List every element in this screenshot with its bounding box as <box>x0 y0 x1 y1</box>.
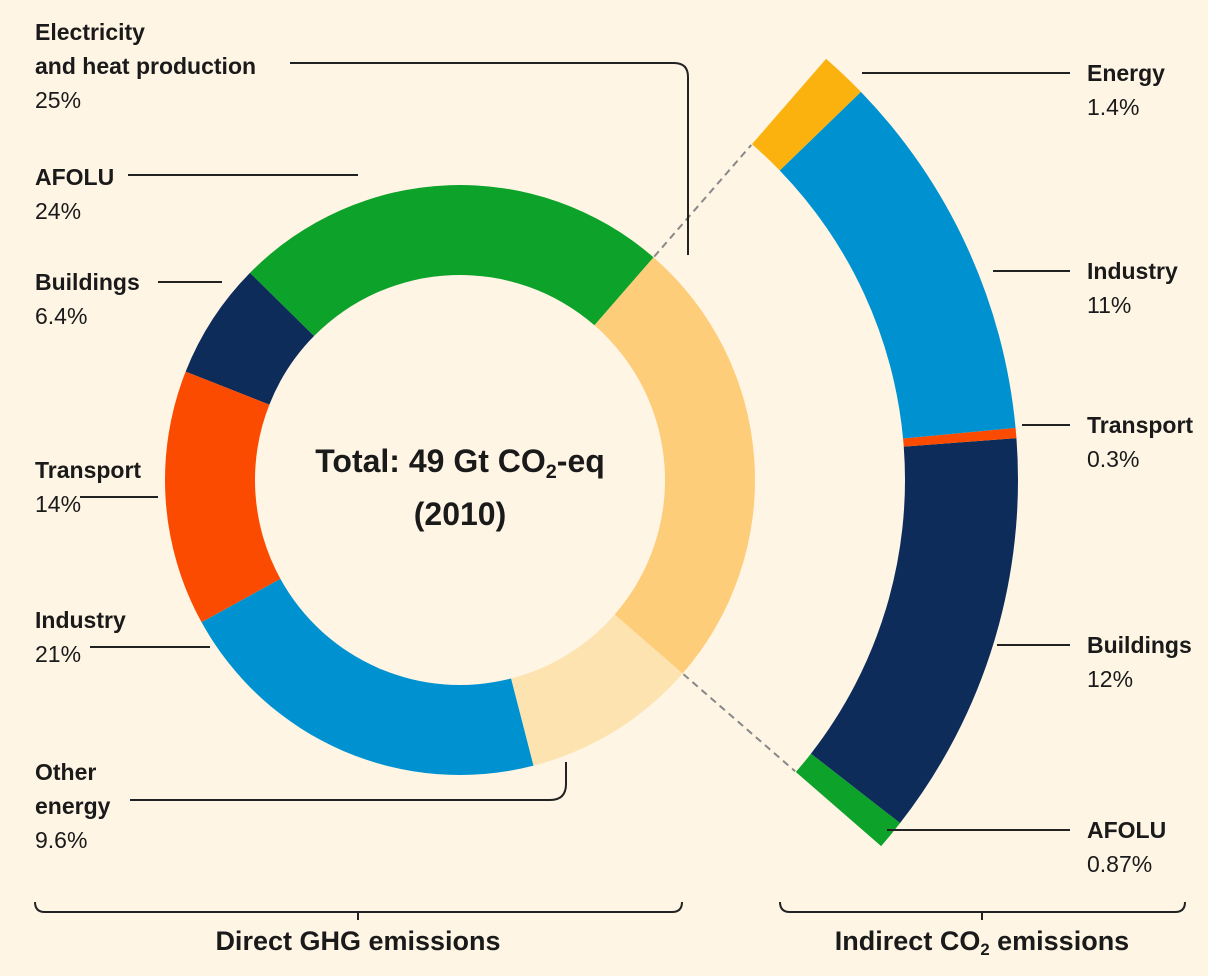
donut-segment <box>165 371 281 623</box>
category-label: Transport <box>35 457 142 483</box>
arc-segment <box>903 427 1017 447</box>
category-label: Energy <box>1087 60 1165 86</box>
donut-segment <box>201 578 534 775</box>
label: Energy 1.4% <box>1087 56 1165 124</box>
arc-segment <box>779 91 1016 439</box>
value-label: 12% <box>1087 666 1134 692</box>
category-label: AFOLU <box>1087 817 1167 843</box>
center-text: 2 <box>545 460 557 483</box>
label: AFOLU 24% <box>35 160 114 228</box>
category-label: Other energy <box>35 759 111 819</box>
connector <box>653 144 753 258</box>
value-label: 25% <box>35 87 82 113</box>
value-label: 21% <box>35 641 82 667</box>
donut-segment <box>594 257 755 674</box>
leaders <box>34 62 1186 920</box>
category-label: Industry <box>1087 258 1178 284</box>
label: Transport 14% <box>35 453 141 521</box>
group-label: Indirect CO2 emissions <box>782 926 1182 960</box>
leader <box>290 62 689 255</box>
label: Transport 0.3% <box>1087 408 1193 476</box>
leader <box>130 762 567 801</box>
group-label-text: Indirect CO <box>834 926 981 956</box>
group-label-text: 2 <box>980 940 990 960</box>
center-label: Total: 49 Gt CO2-eq (2010) <box>260 440 660 535</box>
value-label: 9.6% <box>35 827 88 853</box>
value-label: 14% <box>35 491 82 517</box>
category-label: Industry <box>35 607 126 633</box>
label: Other energy 9.6% <box>35 755 110 857</box>
label: Buildings 6.4% <box>35 265 140 333</box>
bracket <box>779 901 1186 920</box>
label: Electricity and heat production 25% <box>35 15 256 117</box>
value-label: 0.3% <box>1087 446 1140 472</box>
arc-segment <box>810 438 1018 824</box>
center-subtext: (2010) <box>413 495 507 532</box>
donut-segment <box>511 614 683 766</box>
bracket <box>34 901 683 920</box>
category-label: Electricity and heat production <box>35 19 257 79</box>
value-label: 24% <box>35 198 82 224</box>
group-label-text: emissions <box>989 926 1130 956</box>
value-label: 11% <box>1087 292 1132 318</box>
label: Industry 11% <box>1087 254 1178 322</box>
label: Industry 21% <box>35 603 126 671</box>
donut-segment <box>185 272 315 405</box>
value-label: 0.87% <box>1087 851 1153 877</box>
label: Buildings 12% <box>1087 628 1192 696</box>
label: AFOLU 0.87% <box>1087 813 1166 881</box>
connector <box>682 673 796 773</box>
category-label: Buildings <box>35 269 140 295</box>
category-label: Buildings <box>1087 632 1192 658</box>
group-label: Direct GHG emissions <box>215 926 501 956</box>
category-label: Transport <box>1087 412 1194 438</box>
arc-segment <box>751 58 861 171</box>
center-text: Total: 49 Gt CO <box>315 443 546 479</box>
arc-segment <box>795 753 901 847</box>
category-label: AFOLU <box>35 164 115 190</box>
value-label: 6.4% <box>35 303 88 329</box>
donut-segment <box>249 184 654 337</box>
value-label: 1.4% <box>1087 94 1140 120</box>
center-text: -eq <box>556 443 605 479</box>
